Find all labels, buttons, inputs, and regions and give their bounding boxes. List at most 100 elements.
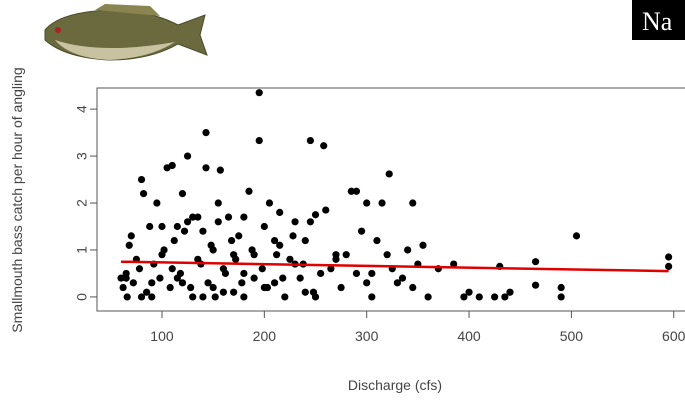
- point: [153, 199, 161, 207]
- point: [311, 293, 320, 301]
- point: [235, 232, 243, 240]
- point: [221, 269, 230, 278]
- point: [424, 293, 432, 301]
- point: [178, 279, 187, 287]
- point: [143, 288, 151, 296]
- x-tick-label: 300: [355, 328, 379, 344]
- point: [168, 265, 176, 273]
- point: [296, 274, 304, 282]
- point: [368, 293, 376, 301]
- point: [189, 293, 197, 301]
- y-axis-label: Smallmouth bass catch per hour of anglin…: [9, 67, 25, 332]
- point: [214, 218, 222, 226]
- point: [322, 206, 330, 214]
- point: [465, 288, 473, 296]
- x-axis-label: Discharge (cfs): [348, 377, 442, 393]
- point: [214, 199, 222, 207]
- point: [270, 279, 279, 287]
- point: [572, 232, 581, 240]
- plot-frame: [96, 87, 685, 312]
- point: [211, 293, 219, 301]
- point: [270, 236, 279, 245]
- point: [173, 222, 181, 231]
- point: [450, 260, 458, 268]
- point: [260, 222, 268, 231]
- point: [127, 232, 135, 240]
- point: [245, 187, 253, 195]
- point: [199, 293, 207, 301]
- x-tick-label: 100: [150, 328, 174, 344]
- point: [194, 213, 202, 221]
- point: [342, 251, 350, 259]
- point: [393, 279, 401, 287]
- point: [332, 251, 340, 259]
- point: [311, 211, 320, 219]
- point: [276, 208, 284, 217]
- point: [281, 293, 289, 301]
- point: [255, 136, 263, 145]
- point: [240, 293, 248, 301]
- point: [383, 251, 391, 259]
- point: [363, 279, 371, 287]
- point: [183, 218, 192, 226]
- y-tick-label: 4: [74, 105, 90, 113]
- point: [250, 274, 258, 282]
- point: [404, 246, 412, 254]
- point: [347, 187, 355, 195]
- point: [258, 265, 266, 273]
- point: [199, 227, 207, 235]
- point: [204, 279, 212, 287]
- point: [276, 241, 284, 249]
- point: [531, 258, 540, 266]
- point: [337, 283, 345, 292]
- point: [352, 269, 361, 278]
- point: [291, 218, 299, 226]
- y-tick-label: 3: [74, 152, 90, 160]
- point: [123, 293, 131, 301]
- point: [216, 166, 224, 174]
- x-tick-label: 200: [253, 328, 277, 344]
- point: [170, 236, 178, 245]
- point: [240, 213, 248, 221]
- point: [357, 227, 366, 235]
- point: [122, 274, 130, 282]
- point: [240, 269, 248, 278]
- point: [202, 129, 210, 137]
- point: [665, 253, 673, 261]
- point: [301, 236, 309, 245]
- point: [273, 251, 281, 259]
- y-tick-label: 0: [74, 293, 90, 301]
- fish-icon: [44, 4, 208, 61]
- point: [352, 187, 361, 195]
- y-tick-label: 2: [74, 199, 90, 207]
- point: [146, 222, 154, 231]
- point: [491, 293, 499, 301]
- point: [320, 142, 328, 150]
- point: [183, 152, 192, 160]
- point: [289, 232, 297, 240]
- point: [279, 274, 287, 282]
- point: [129, 279, 137, 287]
- point: [148, 279, 156, 287]
- point: [166, 283, 174, 292]
- point: [373, 236, 381, 245]
- trend-line: [121, 260, 669, 273]
- point: [187, 283, 195, 292]
- point: [398, 274, 407, 282]
- overlay-box: [632, 0, 685, 40]
- y-tick-label: 1: [74, 246, 90, 254]
- point: [224, 213, 233, 221]
- x-tick-label: 600: [662, 328, 685, 344]
- point: [238, 279, 246, 287]
- point: [265, 199, 274, 207]
- point: [117, 274, 125, 282]
- point: [137, 293, 146, 301]
- x-tick-label: 400: [457, 328, 481, 344]
- point: [665, 262, 673, 270]
- point: [286, 255, 294, 263]
- point: [230, 288, 238, 296]
- point: [306, 218, 314, 226]
- point: [158, 222, 166, 231]
- point: [378, 199, 386, 207]
